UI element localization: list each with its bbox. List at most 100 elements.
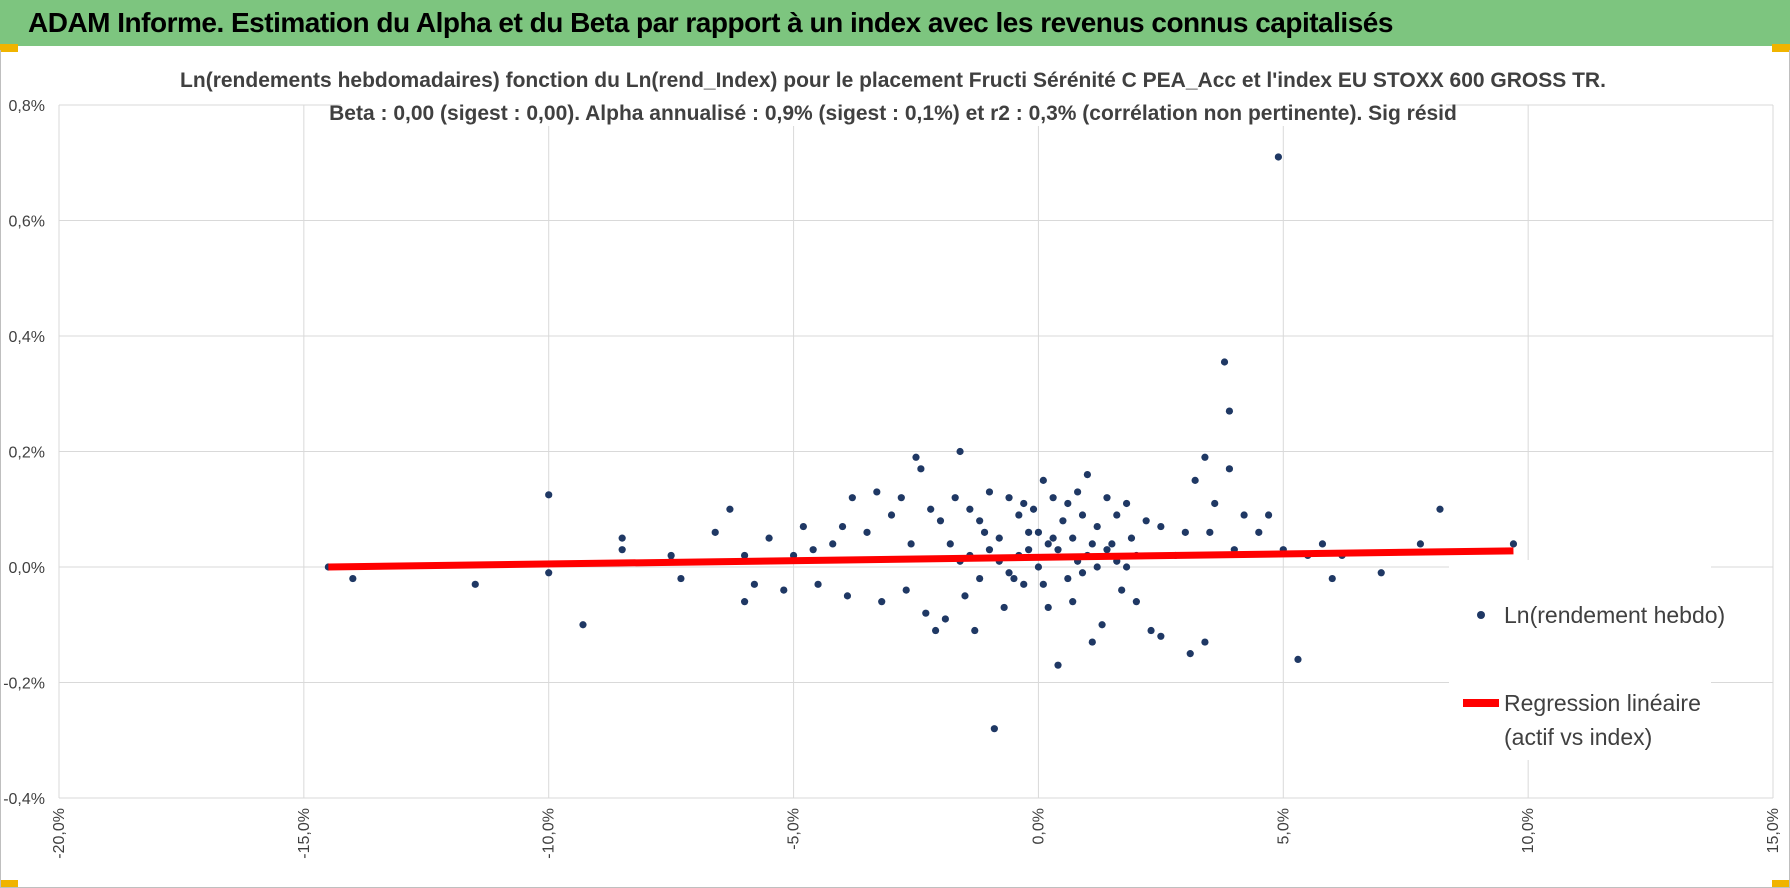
data-point	[931, 626, 940, 635]
data-point	[848, 494, 856, 502]
data-point	[799, 522, 807, 531]
data-point	[1088, 540, 1096, 548]
chart-title: Ln(rendements hebdomadaires) fonction du…	[180, 66, 1606, 126]
data-point	[878, 598, 886, 606]
data-point	[814, 580, 822, 588]
data-point	[1127, 534, 1136, 542]
chart-frame: -20,0% -15,0% -10,0% -5,0% 0,0% 5,0% 10,0% 15,0…	[0, 50, 1790, 888]
data-point	[1025, 546, 1033, 554]
regression-line-layer	[328, 547, 1514, 571]
data-point	[1122, 563, 1131, 571]
data-point	[1186, 650, 1194, 658]
data-point	[1083, 471, 1091, 479]
y-tick-label: 0,8%	[9, 98, 45, 115]
data-point	[1078, 569, 1087, 577]
data-point	[1255, 528, 1263, 536]
data-point	[873, 488, 881, 496]
data-point	[976, 517, 984, 525]
data-point	[990, 725, 998, 733]
data-point	[1294, 655, 1302, 664]
data-point	[1264, 511, 1273, 519]
corner-accent-bottom-left	[0, 880, 18, 888]
legend-label-regression-sub: (actif vs index)	[1504, 724, 1652, 750]
data-point	[863, 528, 871, 536]
data-point	[1147, 626, 1155, 635]
regression-line	[328, 547, 1514, 571]
data-point	[1201, 638, 1209, 646]
data-point	[995, 534, 1003, 542]
data-point	[618, 534, 626, 542]
data-point	[1318, 540, 1327, 548]
data-point	[897, 494, 905, 502]
data-point	[838, 522, 847, 531]
x-tick-label: -10,0%	[541, 808, 558, 859]
data-point	[1069, 598, 1077, 606]
data-point	[1049, 534, 1057, 542]
data-point	[1093, 563, 1101, 571]
data-point	[711, 528, 719, 536]
data-point	[1020, 499, 1028, 508]
data-point	[922, 609, 930, 617]
data-point	[579, 621, 587, 629]
data-point	[1093, 522, 1101, 531]
data-point	[545, 491, 553, 499]
data-point	[1225, 407, 1234, 415]
data-point	[1098, 621, 1106, 629]
data-point	[741, 551, 749, 560]
data-point	[1157, 632, 1165, 640]
legend-marker-points	[1477, 611, 1485, 619]
data-point	[1034, 528, 1043, 536]
data-point	[976, 574, 984, 583]
data-point	[1206, 528, 1214, 536]
x-tick-label: 10,0%	[1520, 808, 1537, 853]
data-point	[902, 586, 910, 594]
data-point	[980, 528, 989, 536]
y-tick-label: -0,2%	[3, 676, 45, 693]
corner-accent-top-left	[0, 44, 18, 52]
data-point	[961, 592, 969, 600]
data-point	[1054, 546, 1062, 554]
data-point	[1029, 505, 1038, 513]
y-tick-label: 0,0%	[9, 560, 45, 577]
data-point	[1064, 574, 1072, 583]
data-point	[1201, 453, 1209, 461]
data-point	[1005, 494, 1013, 502]
scatter-chart: -20,0% -15,0% -10,0% -5,0% 0,0% 5,0% 10,0% 15,0…	[3, 66, 1782, 859]
data-point	[1020, 580, 1028, 588]
data-point	[1044, 603, 1052, 612]
data-point	[1240, 511, 1248, 519]
corner-accent-top-right	[1772, 44, 1790, 52]
x-tick-label: -20,0%	[51, 808, 68, 859]
data-point	[917, 465, 925, 473]
data-points	[324, 153, 1518, 733]
data-point	[971, 626, 979, 635]
title-bar: ADAM Informe. Estimation du Alpha et du …	[0, 0, 1790, 50]
data-point	[843, 592, 852, 600]
data-point	[726, 505, 734, 513]
data-point	[1074, 488, 1082, 496]
data-point	[1328, 574, 1336, 583]
data-point	[1010, 574, 1018, 583]
data-point	[1103, 494, 1111, 502]
data-point	[1103, 546, 1111, 554]
data-point	[1142, 517, 1150, 525]
data-point	[1274, 153, 1282, 161]
chart-title-line-2: Beta : 0,00 (sigest : 0,00). Alpha annua…	[329, 102, 1457, 125]
y-tick-label: -0,4%	[3, 791, 45, 808]
y-tick-label: 0,2%	[9, 445, 45, 462]
data-point	[941, 615, 949, 623]
data-point	[677, 574, 685, 583]
data-point	[1049, 494, 1057, 502]
data-point	[1025, 528, 1033, 536]
data-point	[985, 546, 994, 554]
data-point	[936, 517, 945, 525]
data-point	[1088, 638, 1096, 646]
data-point	[966, 505, 974, 513]
data-point	[1181, 528, 1189, 536]
data-point	[1225, 465, 1234, 473]
corner-accent-bottom-right	[1772, 880, 1790, 888]
data-point	[1436, 505, 1444, 513]
data-point	[1039, 476, 1047, 484]
x-tick-label: -5,0%	[786, 808, 803, 850]
data-point	[1118, 586, 1126, 594]
